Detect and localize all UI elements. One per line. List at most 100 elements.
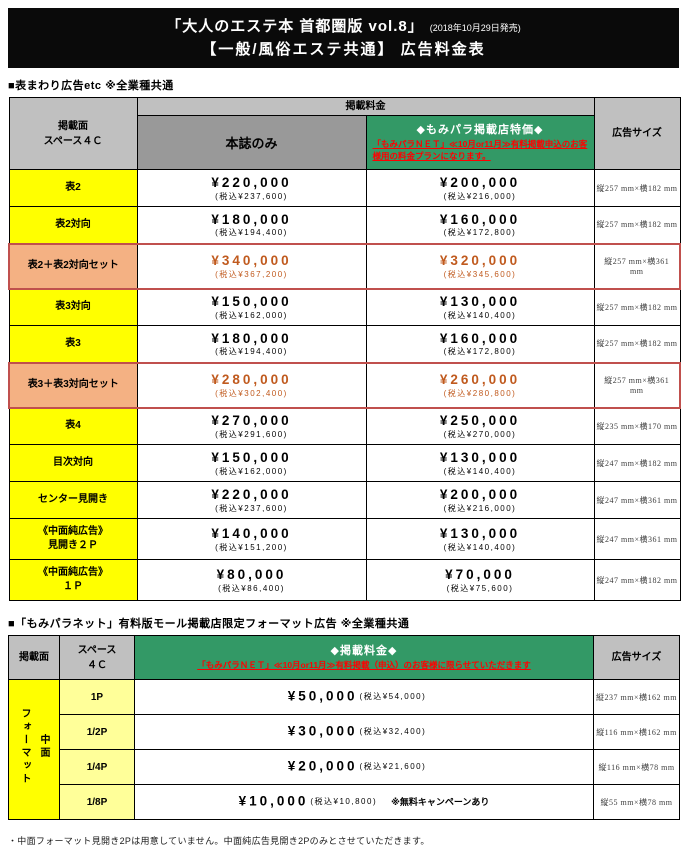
price-tax: (税込¥216,000) bbox=[443, 191, 517, 201]
price-value: ¥340,000 bbox=[211, 252, 292, 268]
publication-title: 「大人のエステ本 首都圏版 vol.8」 bbox=[166, 18, 424, 35]
ad-size: 縦257 mm×横361 mm bbox=[593, 242, 681, 290]
price-tax: (税込¥216,000) bbox=[443, 503, 517, 513]
price-tax: (税込¥162,000) bbox=[215, 310, 288, 320]
price-special: ¥130,000 (税込¥140,400) bbox=[365, 288, 595, 326]
price-value: ¥200,000 bbox=[439, 486, 521, 502]
ad-size: 縦257 mm×横182 mm bbox=[593, 206, 681, 244]
price-value: ¥200,000 bbox=[439, 174, 521, 190]
special-price-title: ◆もみパラ掲載店特価◆ bbox=[416, 123, 544, 136]
table2-header-row: 掲載面 スペース ４Ｃ ◆掲載料金◆ 「もみパラＮＥＴ」≪10月or11月≫有料… bbox=[8, 635, 680, 680]
price-tax: (税込¥291,600) bbox=[215, 429, 288, 439]
price-tax: (税込¥237,600) bbox=[215, 191, 288, 201]
table-row-center-mihiraki: センター見開き ¥220,000 (税込¥237,600) ¥200,000 (税込… bbox=[8, 481, 681, 519]
ad-size: 縦247 mm×横182 mm bbox=[593, 444, 681, 482]
table-row-half-p: 1/2P ¥30,000 (税込¥32,400) 縦116 mm×横162 mm bbox=[9, 714, 680, 750]
header-price-group: 掲載料金 bbox=[136, 97, 595, 116]
ad-size: 縦247 mm×横182 mm bbox=[593, 559, 681, 601]
placement-face-cell: 中面 フォーマット bbox=[8, 679, 60, 820]
table-row-quarter-p: 1/4P ¥20,000 (税込¥21,600) 縦116 mm×横78 mm bbox=[9, 749, 680, 785]
ad-size: 縦257 mm×横361 mm bbox=[593, 361, 681, 409]
price-book-only: ¥180,000 (税込¥194,400) bbox=[136, 206, 367, 244]
table-row-hyo4: 表4 ¥270,000 (税込¥291,600) ¥250,000 (税込¥270,… bbox=[8, 407, 681, 445]
price-value: ¥80,000 bbox=[216, 566, 287, 582]
price-special: ¥160,000 (税込¥172,800) bbox=[365, 325, 595, 363]
price-special: ¥320,000 (税込¥345,600) bbox=[365, 242, 595, 290]
price-cell: ¥20,000 (税込¥21,600) bbox=[134, 749, 594, 785]
header-placement-space: 掲載面 スペース４Ｃ bbox=[8, 97, 138, 170]
row-label: 表4 bbox=[8, 407, 138, 445]
ad-size: 縦247 mm×横361 mm bbox=[593, 518, 681, 560]
table-row-eighth-p: 1/8P ¥10,000 (税込¥10,800) ※無料キャンペーンあり 縦55 m… bbox=[9, 784, 680, 820]
price-book-only: ¥150,000 (税込¥162,000) bbox=[136, 288, 367, 326]
price-value: ¥10,000 bbox=[238, 793, 309, 809]
table-row-hyo2-set-highlighted: 表2＋表2対向セット ¥340,000 (税込¥367,200) ¥320,000… bbox=[8, 242, 681, 290]
row-label: 表3＋表3対向セット bbox=[8, 361, 138, 409]
row-label: センター見開き bbox=[8, 481, 138, 519]
price-value: ¥320,000 bbox=[439, 252, 521, 268]
price-value: ¥220,000 bbox=[211, 486, 292, 502]
price-value: ¥70,000 bbox=[445, 566, 515, 582]
price-value: ¥130,000 bbox=[439, 449, 521, 465]
price-tax: (税込¥54,000) bbox=[359, 691, 427, 701]
price-tax: (税込¥86,400) bbox=[218, 583, 285, 593]
table-row-hyo3-taiko: 表3対向 ¥150,000 (税込¥162,000) ¥130,000 (税込¥14… bbox=[8, 288, 681, 326]
ad-size: 縦55 mm×横78 mm bbox=[593, 784, 680, 820]
price-tax: (税込¥194,400) bbox=[215, 228, 288, 238]
price-book-only: ¥220,000 (税込¥237,600) bbox=[136, 169, 367, 207]
price-tax: (税込¥10,800) bbox=[310, 796, 378, 806]
header-momipara-special: ◆もみパラ掲載店特価◆ 「もみパラＮＥＴ」≪10月or11月≫有料掲載申込のお客… bbox=[365, 115, 595, 170]
ad-size: 縦237 mm×横162 mm bbox=[593, 679, 680, 715]
price-value: ¥280,000 bbox=[211, 371, 292, 387]
price-value: ¥180,000 bbox=[211, 330, 292, 346]
price-cell: ¥30,000 (税込¥32,400) bbox=[134, 714, 594, 750]
price-special: ¥250,000 (税込¥270,000) bbox=[365, 407, 595, 445]
price-value: ¥130,000 bbox=[439, 525, 521, 541]
space-label: 1P bbox=[59, 679, 135, 715]
price-cell: ¥50,000 (税込¥54,000) bbox=[134, 679, 594, 715]
price-value: ¥30,000 bbox=[287, 723, 358, 739]
price-tax: (税込¥172,800) bbox=[443, 347, 517, 357]
space-label: 1/4P bbox=[59, 749, 135, 785]
header-ad-size: 広告サイズ bbox=[593, 635, 680, 680]
table-row-chumen-1p: 《中面純広告》 １Ｐ ¥80,000 (税込¥86,400) ¥70,000 (税込… bbox=[8, 559, 681, 601]
release-date-note: (2018年10月29日発売) bbox=[429, 23, 521, 33]
price-tax: (税込¥172,800) bbox=[443, 228, 517, 238]
price-book-only: ¥80,000 (税込¥86,400) bbox=[136, 559, 367, 601]
banner-subtitle: 【一般/風俗エステ共通】 広告料金表 bbox=[201, 41, 486, 58]
table-row-hyo2-taiko: 表2対向 ¥180,000 (税込¥194,400) ¥160,000 (税込¥17… bbox=[8, 206, 681, 244]
price-special: ¥130,000 (税込¥140,400) bbox=[365, 518, 595, 560]
footnote: ・中面フォーマット見開き2Pは用意していません。中面純広告見開き2Pのみとさせて… bbox=[8, 836, 430, 846]
header-book-only: 本誌のみ bbox=[136, 115, 367, 170]
price-book-only: ¥270,000 (税込¥291,600) bbox=[136, 407, 367, 445]
price-value: ¥180,000 bbox=[211, 211, 292, 227]
row-label: 《中面純広告》 １Ｐ bbox=[8, 559, 138, 601]
price-book-only: ¥140,000 (税込¥151,200) bbox=[136, 518, 367, 560]
price-value: ¥50,000 bbox=[287, 688, 358, 704]
price-tax: (税込¥280,800) bbox=[443, 388, 517, 398]
cover-ads-price-table: 掲載面 スペース４Ｃ 掲載料金 広告サイズ 本誌のみ ◆もみパラ掲載店特価◆ 「… bbox=[8, 97, 681, 601]
row-label: 表2＋表2対向セット bbox=[8, 242, 138, 290]
price-book-only: ¥340,000 (税込¥367,200) bbox=[136, 242, 367, 290]
ad-size: 縦257 mm×横182 mm bbox=[593, 169, 681, 207]
ad-size: 縦257 mm×横182 mm bbox=[593, 325, 681, 363]
header-ad-size: 広告サイズ bbox=[593, 97, 681, 170]
price-value: ¥160,000 bbox=[439, 211, 521, 227]
row-label: 目次対向 bbox=[8, 444, 138, 482]
price-tax: (税込¥151,200) bbox=[215, 542, 288, 552]
price-value: ¥260,000 bbox=[439, 371, 521, 387]
price-special: ¥70,000 (税込¥75,600) bbox=[365, 559, 595, 601]
table-row-hyo3: 表3 ¥180,000 (税込¥194,400) ¥160,000 (税込¥172,… bbox=[8, 325, 681, 363]
table1-header-row-2: 本誌のみ ◆もみパラ掲載店特価◆ 「もみパラＮＥＴ」≪10月or11月≫有料掲載… bbox=[9, 115, 680, 170]
price-tax: (税込¥32,400) bbox=[359, 726, 427, 736]
header-price: ◆掲載料金◆ 「もみパラＮＥＴ」≪10月or11月≫有料掲載（申込）のお客様に限… bbox=[134, 635, 594, 680]
price-special: ¥200,000 (税込¥216,000) bbox=[365, 481, 595, 519]
price-value: ¥20,000 bbox=[287, 758, 358, 774]
space-label: 1/8P bbox=[59, 784, 135, 820]
price-value: ¥140,000 bbox=[211, 525, 292, 541]
format-ads-price-table: 掲載面 スペース ４Ｃ ◆掲載料金◆ 「もみパラＮＥＴ」≪10月or11月≫有料… bbox=[8, 635, 680, 820]
price-note: 「もみパラＮＥＴ」≪10月or11月≫有料掲載（申込）のお客様に限らせていただき… bbox=[197, 659, 531, 670]
table-row-hyo3-set-highlighted: 表3＋表3対向セット ¥280,000 (税込¥302,400) ¥260,000… bbox=[8, 361, 681, 409]
price-value: ¥220,000 bbox=[211, 174, 292, 190]
table-row-1p: 中面 フォーマット 1P ¥50,000 (税込¥54,000) 縦237 mm×… bbox=[8, 679, 680, 820]
